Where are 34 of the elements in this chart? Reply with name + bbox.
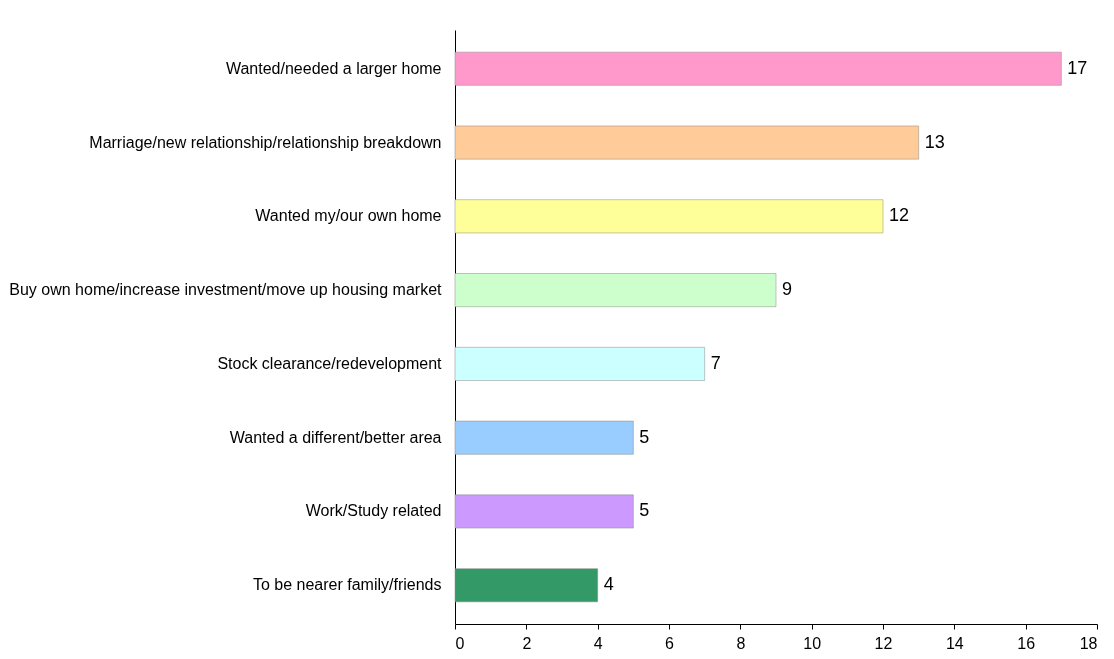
data-label: 12 [889, 205, 910, 226]
x-tick-label: 6 [665, 634, 675, 652]
y-tick-label: To be nearer family/friends [252, 576, 442, 594]
x-tick-label: 8 [736, 634, 746, 652]
bar [454, 125, 919, 160]
x-tick-label: 4 [593, 634, 603, 652]
x-tick-label: 0 [455, 634, 465, 652]
x-tick-label: 12 [874, 634, 893, 652]
bar [454, 420, 634, 455]
data-label: 17 [1067, 57, 1088, 78]
bar [454, 568, 598, 603]
x-tick-label: 18 [1079, 634, 1098, 652]
y-tick-label: Wanted my/our own home [255, 207, 442, 225]
x-tick-label: 2 [522, 634, 532, 652]
bar [454, 494, 634, 529]
y-tick-label: Wanted/needed a larger home [225, 59, 442, 77]
x-tick-label: 14 [945, 634, 964, 652]
bar [454, 347, 705, 381]
bar [454, 51, 1062, 86]
x-tick-label: 16 [1017, 634, 1036, 652]
bar [454, 273, 777, 307]
data-label: 13 [924, 131, 945, 152]
data-label: 4 [603, 574, 614, 595]
y-tick-label: Wanted a different/better area [229, 428, 442, 446]
y-tick-label: Marriage/new relationship/relationship breakdown [89, 133, 442, 151]
data-label: 5 [639, 426, 650, 447]
y-tick-label: Stock clearance/redevelopment [217, 354, 443, 372]
y-tick-label: Buy own home/increase investment/move up housing market [9, 281, 443, 299]
bar [454, 199, 884, 234]
data-label: 9 [782, 279, 793, 300]
data-label: 5 [639, 500, 650, 521]
data-label: 7 [710, 352, 721, 373]
x-tick-label: 10 [803, 634, 822, 652]
y-tick-label: Work/Study related [305, 502, 442, 520]
